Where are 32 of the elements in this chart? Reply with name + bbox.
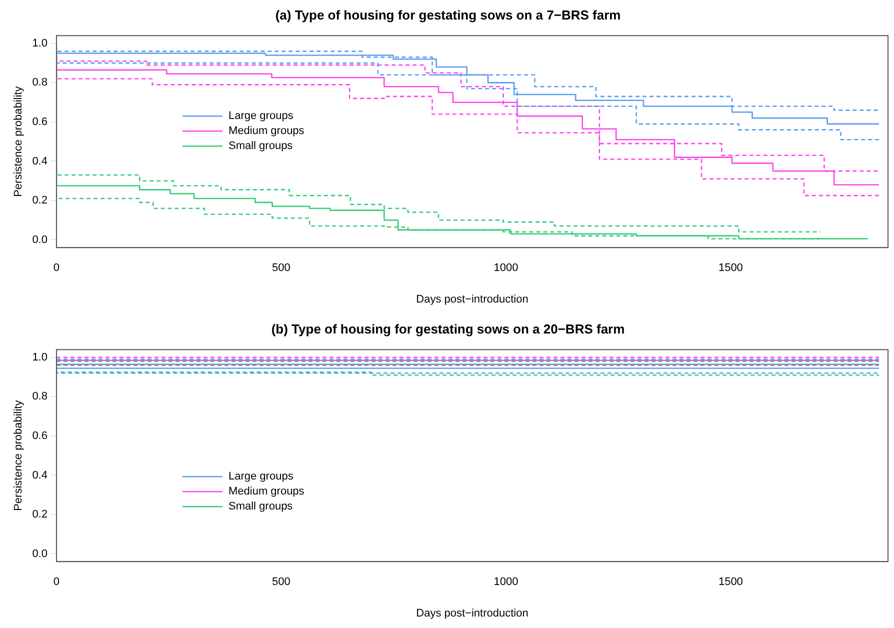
legend-label: Small groups bbox=[228, 500, 294, 513]
y-axis-title: Persistence probability bbox=[12, 86, 25, 197]
y-tick-label: 0.2 bbox=[32, 508, 48, 521]
x-tick-label: 1500 bbox=[718, 262, 743, 274]
x-tick-label: 500 bbox=[272, 576, 290, 588]
legend-label: Large groups bbox=[228, 110, 294, 122]
x-axis-title: Days post−introduction bbox=[416, 293, 528, 306]
y-tick-label: 0.8 bbox=[32, 390, 48, 403]
chart-title: (b) Type of housing for gestating sows on a 20−BRS farm bbox=[271, 321, 625, 336]
legend-label: Large groups bbox=[228, 470, 294, 483]
x-tick-label: 1500 bbox=[718, 576, 743, 588]
y-tick-label: 0.6 bbox=[32, 116, 48, 128]
legend-label: Small groups bbox=[228, 140, 294, 152]
y-tick-label: 0.4 bbox=[32, 155, 48, 168]
chart-title: (a) Type of housing for gestating sows on a 7−BRS farm bbox=[275, 7, 621, 22]
y-tick-label: 1.0 bbox=[32, 37, 48, 50]
y-tick-label: 0.2 bbox=[32, 194, 48, 207]
legend-label: Medium groups bbox=[228, 125, 305, 138]
y-tick-label: 0.4 bbox=[32, 469, 48, 482]
x-tick-label: 1000 bbox=[494, 262, 518, 274]
y-tick-label: 0.0 bbox=[32, 548, 48, 560]
y-tick-label: 0.8 bbox=[32, 76, 48, 89]
x-tick-label: 0 bbox=[53, 262, 60, 274]
y-tick-label: 0.0 bbox=[32, 234, 48, 246]
y-tick-label: 0.6 bbox=[32, 430, 48, 442]
y-tick-label: 1.0 bbox=[32, 351, 48, 364]
x-axis-title: Days post−introduction bbox=[416, 607, 528, 620]
x-tick-label: 0 bbox=[53, 576, 60, 588]
y-axis-title: Persistence probability bbox=[12, 400, 25, 511]
x-tick-label: 1000 bbox=[494, 576, 518, 588]
legend-label: Medium groups bbox=[228, 486, 305, 498]
x-tick-label: 500 bbox=[272, 262, 290, 274]
